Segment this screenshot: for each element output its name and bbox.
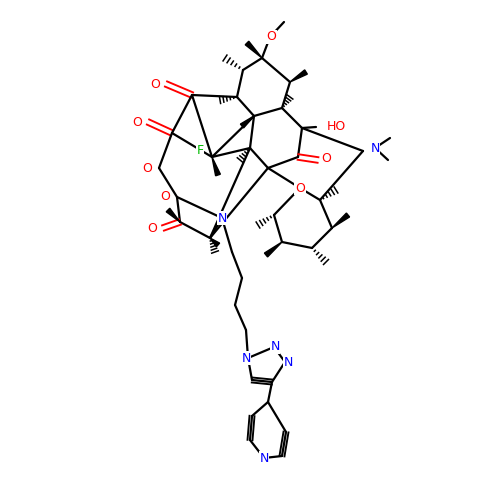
Text: N: N: [260, 452, 268, 464]
Polygon shape: [264, 242, 282, 257]
Text: F: F: [196, 144, 203, 156]
Polygon shape: [332, 213, 349, 228]
Text: HO: HO: [327, 120, 346, 132]
Polygon shape: [290, 70, 308, 82]
Text: N: N: [284, 356, 292, 368]
Text: N: N: [270, 340, 280, 353]
Text: N: N: [260, 452, 268, 464]
Text: N: N: [242, 352, 250, 364]
Text: O: O: [132, 116, 142, 128]
Text: N: N: [218, 212, 226, 224]
Text: O: O: [150, 78, 160, 90]
Text: O: O: [142, 162, 152, 174]
Text: O: O: [147, 222, 157, 234]
Text: N: N: [270, 340, 280, 353]
Text: O: O: [132, 116, 142, 128]
Text: O: O: [160, 190, 170, 203]
Text: O: O: [321, 152, 331, 164]
Text: N: N: [218, 212, 226, 224]
Text: O: O: [147, 222, 157, 234]
Text: O: O: [160, 190, 170, 203]
Polygon shape: [240, 116, 254, 128]
Text: N: N: [370, 142, 380, 154]
Text: N: N: [284, 356, 292, 368]
Text: O: O: [295, 182, 305, 194]
Text: O: O: [142, 162, 152, 174]
Text: O: O: [321, 152, 331, 164]
Text: O: O: [266, 30, 276, 44]
Text: O: O: [295, 182, 305, 194]
Polygon shape: [210, 238, 220, 247]
Text: N: N: [370, 142, 380, 154]
Text: N: N: [242, 352, 250, 364]
Text: HO: HO: [327, 120, 346, 132]
Text: O: O: [266, 30, 276, 44]
Polygon shape: [245, 41, 262, 58]
Polygon shape: [166, 208, 180, 222]
Polygon shape: [212, 157, 220, 176]
Text: F: F: [196, 144, 203, 156]
Text: O: O: [150, 78, 160, 90]
